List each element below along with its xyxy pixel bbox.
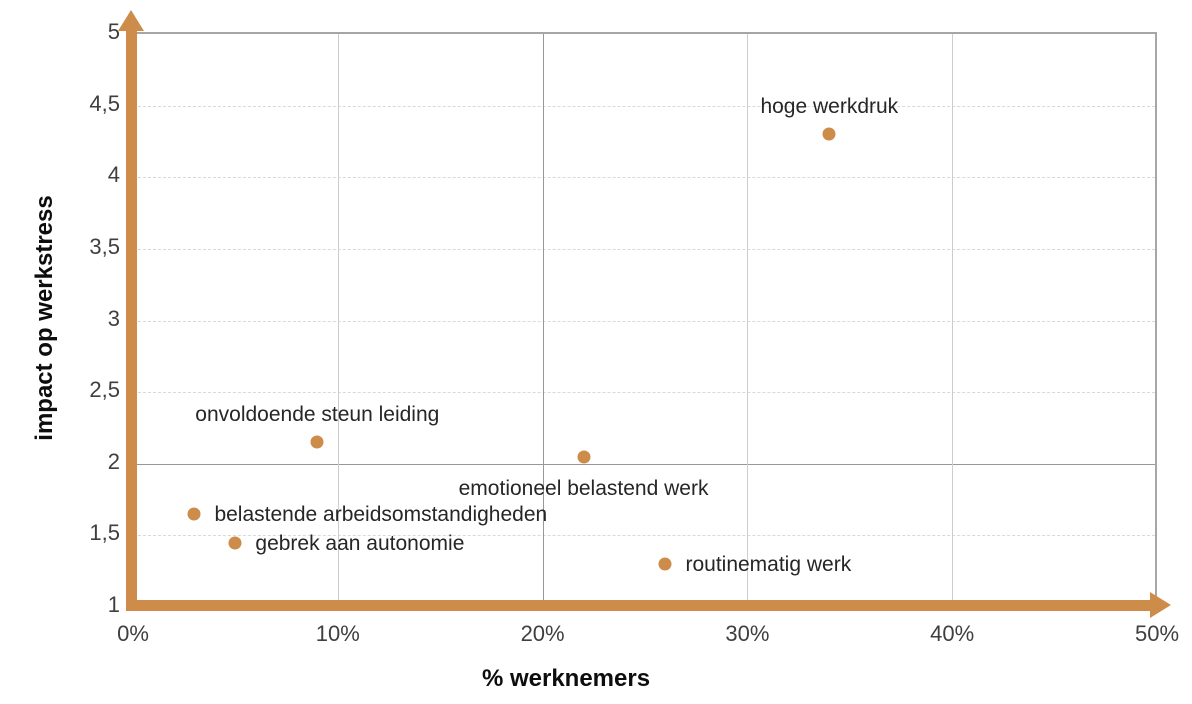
data-point-label: routinematig werk: [685, 553, 852, 577]
y-tick-label: 2: [107, 448, 120, 474]
gridline-horizontal: [133, 177, 1155, 179]
divider-line-vertical: [542, 34, 544, 605]
gridline-horizontal: [133, 392, 1155, 394]
y-axis-line: [126, 28, 137, 610]
x-axis-title: % werknemers: [481, 665, 651, 692]
y-tick-label: 1,5: [89, 520, 120, 546]
plot-area: hoge werkdruk onvoldoende steun leiding em…: [133, 32, 1157, 605]
y-axis-arrow-icon: [118, 10, 144, 31]
x-tick-label: 40%: [930, 621, 975, 646]
data-point-label: belastende arbeidsomstandigheden: [214, 502, 548, 526]
gridline-vertical: [952, 34, 954, 605]
gridline-vertical: [337, 34, 339, 605]
y-tick-label: 3,5: [89, 233, 120, 259]
y-tick-label: 2,5: [89, 377, 120, 403]
data-point-label: hoge werkdruk: [760, 95, 899, 119]
gridline-vertical: [747, 34, 749, 605]
x-axis-line: [126, 600, 1152, 611]
x-axis-arrow-icon: [1150, 592, 1171, 618]
data-point-label: onvoldoende steun leiding: [195, 403, 440, 427]
data-point: [310, 435, 324, 449]
x-tick-label: 20%: [520, 621, 565, 646]
data-point: [577, 450, 591, 464]
data-point-label: emotioneel belastend werk: [458, 476, 709, 500]
y-tick-label: 1: [107, 592, 120, 617]
y-tick-label: 5: [107, 19, 120, 44]
gridline-horizontal: [133, 248, 1155, 250]
x-tick-label: 10%: [315, 621, 360, 646]
y-axis-title: impact op werkstress: [31, 195, 58, 441]
gridline-horizontal: [133, 320, 1155, 322]
x-tick-label: 30%: [725, 621, 770, 646]
data-point-label: gebrek aan autonomie: [255, 531, 465, 555]
y-tick-label: 4,5: [89, 90, 120, 116]
data-point: [228, 536, 242, 550]
data-point: [658, 557, 672, 571]
data-point: [187, 507, 201, 521]
y-tick-label: 4: [107, 162, 120, 188]
divider-line-horizontal: [133, 463, 1155, 465]
data-point: [822, 127, 836, 141]
y-tick-label: 3: [107, 305, 120, 331]
gridline-horizontal: [133, 105, 1155, 107]
x-tick-label: 50%: [1134, 621, 1180, 646]
gridline-horizontal: [133, 535, 1155, 537]
x-tick-label: 0%: [117, 621, 149, 646]
